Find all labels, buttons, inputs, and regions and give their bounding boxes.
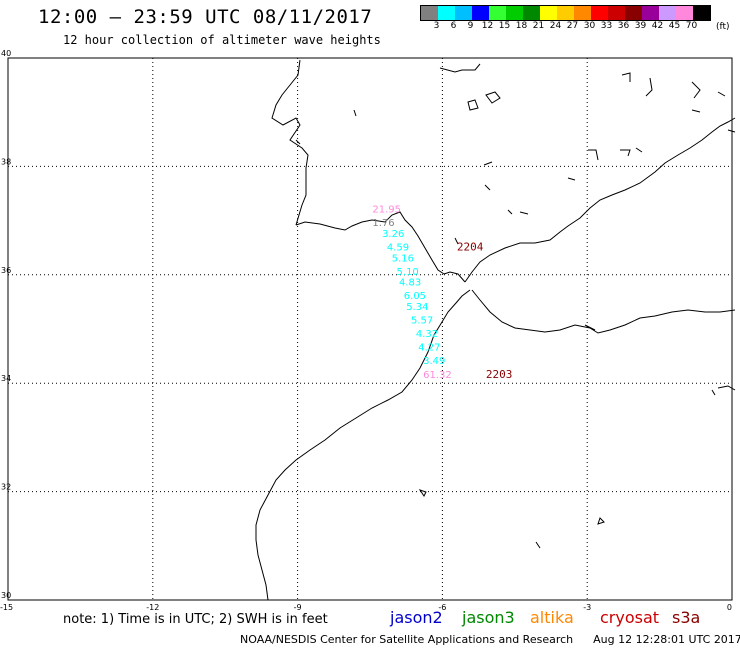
lon-tick-label: -6 bbox=[438, 603, 446, 612]
wave-height-label: 3.26 bbox=[382, 229, 404, 240]
units-note: note: 1) Time is in UTC; 2) SWH is in fe… bbox=[63, 612, 328, 627]
legend-altika: altika bbox=[530, 608, 574, 627]
color-scale-swatch bbox=[659, 6, 676, 20]
color-scale-swatch bbox=[557, 6, 574, 20]
color-scale-tick: 42 bbox=[651, 21, 664, 31]
legend-s3a: s3a bbox=[672, 608, 701, 627]
lat-tick-label: 34 bbox=[1, 374, 11, 383]
color-scale-swatch bbox=[642, 6, 659, 20]
map-title: 12:00 – 23:59 UTC 08/11/2017 bbox=[38, 6, 373, 28]
footer: NOAA/NESDIS Center for Satellite Applica… bbox=[240, 633, 740, 646]
color-scale-tick: 6 bbox=[450, 21, 457, 31]
map-grid bbox=[7, 57, 733, 601]
lon-tick-label: -12 bbox=[146, 603, 159, 612]
wave-height-label: 5.34 bbox=[406, 302, 428, 313]
color-scale-swatch bbox=[472, 6, 489, 20]
footer-timestamp: Aug 12 12:28:01 UTC 2017 bbox=[593, 633, 740, 646]
color-scale-tick: 39 bbox=[634, 21, 647, 31]
legend-jason3: jason3 bbox=[462, 608, 515, 627]
pass-number-label: 2203 bbox=[486, 368, 512, 381]
lat-tick-label: 30 bbox=[1, 591, 11, 600]
wave-height-label: 4.83 bbox=[399, 278, 421, 289]
color-scale-swatch bbox=[438, 6, 455, 20]
color-scale: 3 6 9 12 15 18 21 24 27 30 33 36 39 42 45 70 (ft) bbox=[420, 5, 730, 32]
lon-tick-label: -3 bbox=[583, 603, 591, 612]
wave-height-label: 5.57 bbox=[411, 316, 433, 327]
wave-height-label: 6.05 bbox=[404, 291, 426, 302]
wave-height-label: 3.49 bbox=[423, 356, 445, 367]
wave-height-label: 5.16 bbox=[392, 253, 414, 264]
color-scale-tick: 27 bbox=[566, 21, 579, 31]
color-scale-swatch bbox=[489, 6, 506, 20]
wave-height-label: 4.27 bbox=[418, 343, 440, 354]
color-scale-swatch bbox=[625, 6, 642, 20]
wave-height-label: 4.59 bbox=[387, 242, 409, 253]
coastline bbox=[255, 59, 736, 601]
color-scale-swatch bbox=[676, 6, 693, 20]
color-scale-tick: 70 bbox=[685, 21, 698, 31]
wave-height-label: 61.32 bbox=[423, 370, 452, 381]
color-scale-tick: 9 bbox=[467, 21, 474, 31]
lat-tick-label: 38 bbox=[1, 157, 11, 166]
wave-height-label: 4.32 bbox=[416, 329, 438, 340]
lat-tick-label: 36 bbox=[1, 266, 11, 275]
color-scale-tick: 3 bbox=[433, 21, 440, 31]
color-scale-tick: 45 bbox=[668, 21, 681, 31]
color-scale-tick: 21 bbox=[532, 21, 545, 31]
color-scale-swatch bbox=[608, 6, 625, 20]
pass-number-label: 2204 bbox=[457, 240, 484, 253]
lon-tick-label: 0 bbox=[727, 603, 732, 612]
color-scale-swatch bbox=[455, 6, 472, 20]
lon-tick-label: -9 bbox=[294, 603, 302, 612]
color-scale-ticks: 3 6 9 12 15 18 21 24 27 30 33 36 39 42 45 70 bbox=[428, 21, 711, 31]
legend-cryosat: cryosat bbox=[600, 608, 660, 627]
axis-labels: 40 38 36 34 32 30 -15 -12 -9 -6 -3 0 bbox=[0, 49, 732, 612]
color-scale-swatch bbox=[693, 6, 710, 20]
color-scale-swatch bbox=[574, 6, 591, 20]
map-frame bbox=[7, 57, 733, 601]
color-scale-tick: 24 bbox=[549, 21, 562, 31]
satellite-track: 21.95 1.763.26 4.595.16 5.104.83 6.055.34 5.5… bbox=[372, 204, 512, 380]
map-subtitle: 12 hour collection of altimeter wave hei… bbox=[63, 33, 381, 47]
color-scale-tick: 18 bbox=[515, 21, 528, 31]
color-scale-swatch bbox=[506, 6, 523, 20]
wave-height-label: 21.95 bbox=[372, 204, 401, 215]
color-scale-tick: 30 bbox=[583, 21, 596, 31]
color-scale-tick: 36 bbox=[617, 21, 630, 31]
lat-tick-label: 40 bbox=[1, 49, 11, 58]
footer-credit: NOAA/NESDIS Center for Satellite Applica… bbox=[240, 633, 574, 646]
lon-tick-label: -15 bbox=[0, 603, 13, 612]
legend-jason2: jason2 bbox=[390, 608, 443, 627]
color-scale-boxes bbox=[420, 5, 711, 21]
color-scale-swatch bbox=[591, 6, 608, 20]
color-scale-unit: (ft) bbox=[716, 22, 730, 32]
lat-tick-label: 32 bbox=[1, 483, 11, 492]
color-scale-tick: 12 bbox=[481, 21, 494, 31]
wave-height-label: 5.10 bbox=[397, 267, 419, 278]
color-scale-tick: 15 bbox=[498, 21, 511, 31]
color-scale-swatch bbox=[540, 6, 557, 20]
color-scale-swatch bbox=[523, 6, 540, 20]
color-scale-swatch bbox=[421, 6, 438, 20]
color-scale-tick: 33 bbox=[600, 21, 613, 31]
wave-height-label: 1.76 bbox=[372, 218, 394, 229]
